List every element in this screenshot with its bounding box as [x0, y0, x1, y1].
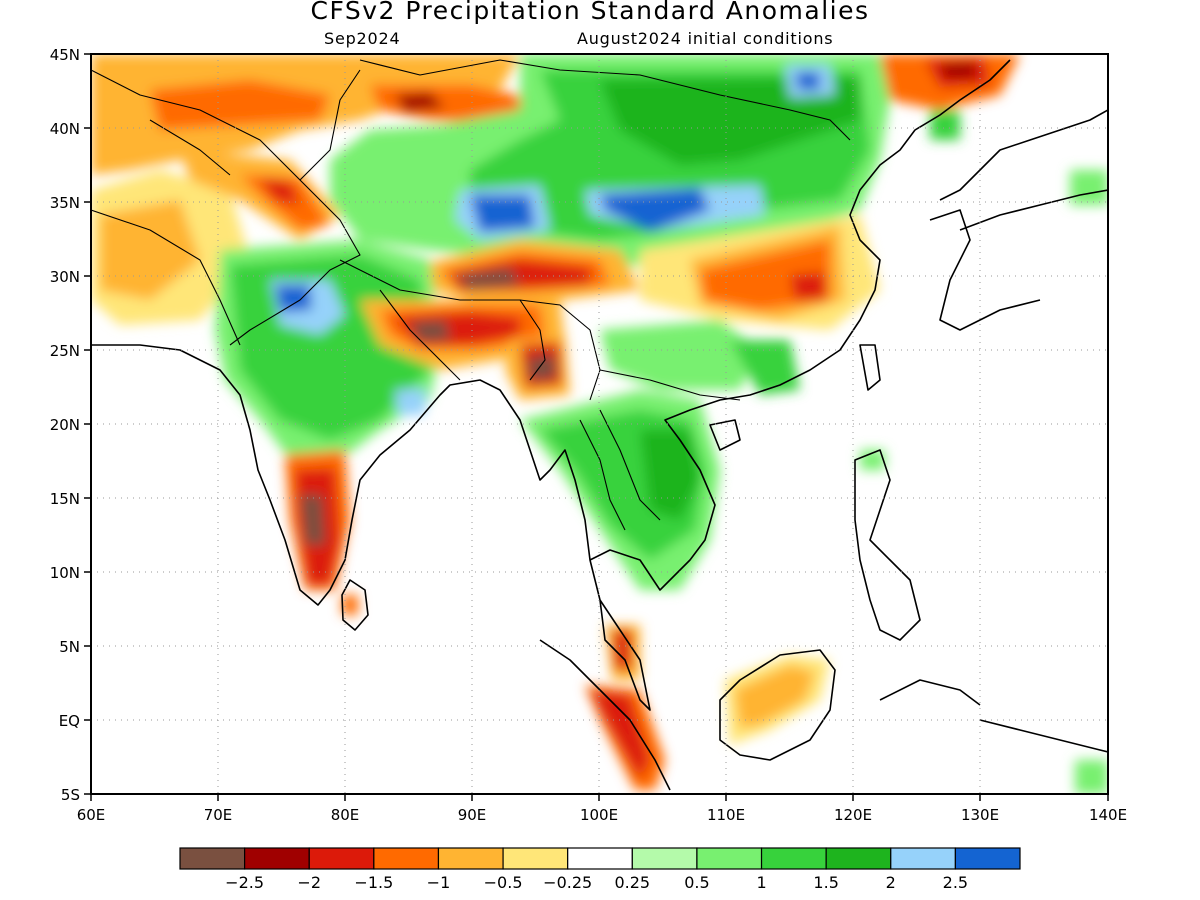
colorbar-label: 2 [886, 873, 896, 892]
lat-tick-label: 5S [61, 786, 80, 804]
lat-tick-label: 45N [50, 46, 80, 64]
lon-tick-label: 70E [204, 806, 233, 824]
lon-tick-label: 60E [77, 806, 106, 824]
colorbar-label: 1 [756, 873, 766, 892]
lat-tick-label: 30N [50, 268, 80, 286]
lat-tick-label: 35N [50, 194, 80, 212]
colorbar-label: 0.25 [614, 873, 650, 892]
colorbar-label: −1 [427, 873, 451, 892]
colorbar-swatch [244, 847, 310, 870]
lon-tick-label: 110E [707, 806, 745, 824]
colorbar-swatch [760, 847, 827, 870]
lon-tick-label: 120E [834, 806, 872, 824]
colorbar-label: −0.5 [484, 873, 523, 892]
colorbar-label: −2 [297, 873, 321, 892]
lat-tick-label: 5N [59, 638, 80, 656]
colorbar-swatch [308, 847, 375, 870]
lat-tick-label: 20N [50, 416, 80, 434]
map-title: CFSv2 Precipitation Standard Anomalies [310, 0, 870, 25]
country-borders [91, 59, 851, 531]
lat-tick-label: 25N [50, 342, 80, 360]
colorbar-label: 0.5 [684, 873, 709, 892]
colorbar-swatch [373, 847, 440, 870]
colorbar-swatch [437, 847, 504, 870]
colorbar-label: −1.5 [354, 873, 393, 892]
lon-tick-label: 90E [458, 806, 487, 824]
lat-tick-label: 15N [50, 490, 80, 508]
colorbar-label: −2.5 [225, 873, 264, 892]
lon-tick-label: 140E [1089, 806, 1127, 824]
lon-tick-label: 80E [331, 806, 360, 824]
anomaly-field [91, 54, 1108, 794]
colorbar-swatch [631, 847, 698, 870]
lon-tick-label: 100E [580, 806, 618, 824]
colorbar-label: 1.5 [813, 873, 838, 892]
lat-tick-label: 10N [50, 564, 80, 582]
tick-marks [84, 53, 1109, 801]
colorbar-swatch [696, 847, 763, 870]
colorbar-swatch [890, 847, 956, 870]
colorbar-swatch [954, 847, 1021, 870]
forecast-month: Sep2024 [324, 29, 401, 48]
coastlines [91, 59, 1108, 791]
colorbar-swatch [567, 847, 633, 870]
lon-tick-label: 130E [961, 806, 999, 824]
colorbar [179, 847, 1021, 870]
colorbar-swatch [825, 847, 892, 870]
colorbar-swatch [502, 847, 569, 870]
colorbar-labels: −2.5 −2 −1.5 −1 −0.5 −0.25 0.25 0.5 1 1.5 2 2.5 [225, 873, 968, 892]
colorbar-label: 2.5 [943, 873, 968, 892]
colorbar-swatch [179, 847, 246, 870]
initial-conditions-label: August2024 initial conditions [577, 29, 834, 48]
colorbar-label: −0.25 [543, 873, 592, 892]
lat-tick-label: 40N [50, 120, 80, 138]
lat-tick-label: EQ [59, 712, 80, 730]
